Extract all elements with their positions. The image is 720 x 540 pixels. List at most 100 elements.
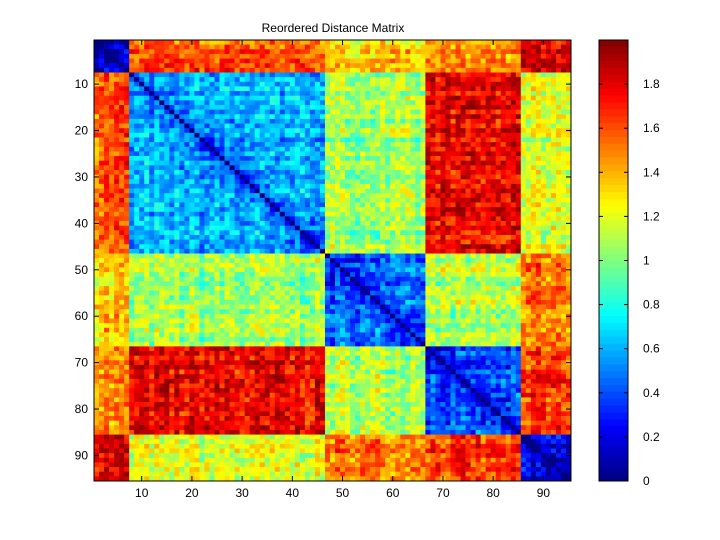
heatmap-cell — [154, 272, 160, 278]
heatmap-cell — [269, 230, 276, 236]
heatmap-cell — [390, 67, 396, 73]
heatmap-cell — [385, 142, 391, 148]
heatmap-cell — [229, 281, 235, 287]
heatmap-cell — [475, 100, 481, 106]
heatmap-cell — [164, 137, 170, 143]
heatmap-cell — [124, 63, 130, 69]
heatmap-cell — [264, 174, 271, 180]
heatmap-cell — [99, 151, 105, 157]
heatmap-cell — [144, 156, 150, 162]
heatmap-cell — [350, 165, 356, 171]
heatmap-cell — [450, 276, 456, 282]
heatmap-cell — [370, 40, 376, 45]
heatmap-cell — [430, 174, 436, 180]
heatmap-cell — [505, 258, 512, 264]
heatmap-cell — [99, 188, 105, 194]
heatmap-cell — [189, 267, 195, 273]
heatmap-cell — [314, 174, 321, 180]
heatmap-cell — [555, 128, 562, 134]
heatmap-cell — [525, 53, 532, 59]
heatmap-cell — [540, 81, 547, 87]
heatmap-cell — [355, 230, 361, 236]
heatmap-cell — [179, 262, 185, 268]
heatmap-cell — [535, 91, 542, 97]
heatmap-cell — [365, 165, 371, 171]
heatmap-cell — [94, 132, 100, 138]
heatmap-cell — [385, 114, 391, 120]
heatmap-cell — [179, 207, 185, 213]
heatmap-cell — [224, 262, 230, 268]
heatmap-cell — [500, 72, 507, 78]
heatmap-cell — [319, 49, 326, 55]
heatmap-cell — [229, 40, 235, 45]
heatmap-cell — [134, 109, 140, 115]
heatmap-cell — [350, 262, 356, 268]
heatmap-cell — [470, 211, 476, 217]
heatmap-cell — [500, 44, 507, 50]
heatmap-cell — [249, 174, 256, 180]
heatmap-cell — [410, 239, 416, 245]
heatmap-cell — [425, 179, 431, 185]
heatmap-cell — [425, 188, 431, 194]
heatmap-cell — [134, 188, 140, 194]
heatmap-cell — [500, 225, 507, 231]
heatmap-cell — [475, 262, 481, 268]
heatmap-cell — [340, 234, 346, 240]
heatmap-cell — [540, 100, 547, 106]
heatmap-cell — [269, 104, 276, 110]
heatmap-cell — [109, 49, 115, 55]
heatmap-cell — [495, 202, 502, 208]
heatmap-cell — [470, 230, 476, 236]
heatmap-cell — [345, 244, 351, 250]
heatmap-cell — [214, 248, 220, 254]
heatmap-cell — [335, 197, 341, 203]
heatmap-cell — [440, 95, 446, 101]
heatmap-cell — [390, 53, 396, 59]
heatmap-cell — [540, 221, 547, 227]
heatmap-cell — [294, 146, 301, 152]
heatmap-cell — [550, 230, 557, 236]
heatmap-cell — [154, 81, 160, 87]
heatmap-cell — [114, 49, 120, 55]
heatmap-cell — [355, 193, 361, 199]
heatmap-cell — [184, 63, 190, 69]
heatmap-cell — [435, 44, 441, 50]
heatmap-cell — [500, 248, 507, 254]
heatmap-cell — [274, 253, 281, 259]
heatmap-cell — [294, 128, 301, 134]
heatmap-cell — [249, 258, 256, 264]
heatmap-cell — [410, 160, 416, 166]
heatmap-cell — [350, 137, 356, 143]
heatmap-cell — [475, 221, 481, 227]
heatmap-cell — [465, 216, 471, 222]
heatmap-cell — [179, 137, 185, 143]
heatmap-cell — [390, 179, 396, 185]
heatmap-cell — [99, 142, 105, 148]
heatmap-cell — [149, 234, 155, 240]
heatmap-cell — [375, 174, 381, 180]
heatmap-cell — [485, 179, 492, 185]
heatmap-cell — [254, 239, 261, 245]
heatmap-cell — [159, 188, 165, 194]
heatmap-cell — [184, 142, 190, 148]
heatmap-cell — [184, 197, 190, 203]
heatmap-cell — [174, 188, 180, 194]
heatmap-cell — [480, 77, 486, 83]
heatmap-cell — [204, 179, 210, 185]
heatmap-cell — [114, 262, 120, 268]
heatmap-cell — [505, 91, 512, 97]
heatmap-cell — [264, 188, 271, 194]
heatmap-cell — [540, 188, 547, 194]
heatmap-cell — [184, 151, 190, 157]
heatmap-cell — [490, 100, 497, 106]
heatmap-cell — [184, 188, 190, 194]
heatmap-cell — [425, 100, 431, 106]
heatmap-cell — [199, 40, 205, 45]
heatmap-cell — [104, 77, 110, 83]
heatmap-cell — [565, 248, 572, 254]
heatmap-cell — [119, 44, 125, 50]
heatmap-cell — [249, 281, 256, 287]
heatmap-cell — [109, 63, 115, 69]
heatmap-cell — [94, 151, 100, 157]
heatmap-cell — [365, 267, 371, 273]
